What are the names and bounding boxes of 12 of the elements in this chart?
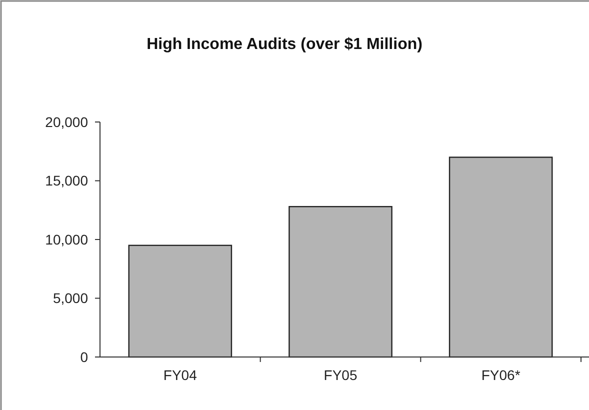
y-tick-label: 15,000 xyxy=(45,172,88,189)
bar xyxy=(288,206,392,358)
bar xyxy=(128,244,232,358)
y-tick-label: 5,000 xyxy=(52,290,88,306)
y-tick-label: 0 xyxy=(80,348,88,365)
x-tick-label: FY06* xyxy=(481,367,521,383)
bar xyxy=(448,156,553,358)
y-tick-label: 10,000 xyxy=(45,231,88,248)
y-tick-label: 20,000 xyxy=(45,114,88,130)
x-tick-label: FY05 xyxy=(324,367,358,383)
x-tick-label: FY04 xyxy=(163,367,198,383)
chart-title: High Income Audits (over $1 Million) xyxy=(146,36,422,53)
